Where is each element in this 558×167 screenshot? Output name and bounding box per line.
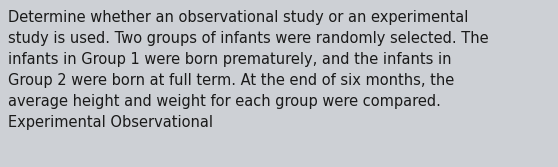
Text: Determine whether an observational study or an experimental: Determine whether an observational study… xyxy=(8,10,468,25)
Text: infants in Group 1 were born prematurely, and the infants in: infants in Group 1 were born prematurely… xyxy=(8,52,451,67)
Text: Experimental Observational: Experimental Observational xyxy=(8,115,213,130)
Text: Group 2 were born at full term. At the end of six months, the: Group 2 were born at full term. At the e… xyxy=(8,73,454,88)
Text: average height and weight for each group were compared.: average height and weight for each group… xyxy=(8,94,441,109)
Text: study is used. Two groups of infants were randomly selected. The: study is used. Two groups of infants wer… xyxy=(8,31,489,46)
